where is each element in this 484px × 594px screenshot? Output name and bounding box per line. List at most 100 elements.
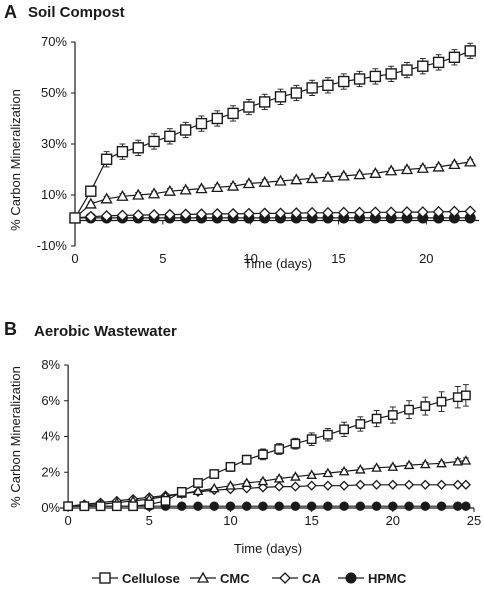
panel-b-title: Aerobic Wastewater [34,323,177,340]
data-point-cellulose [339,424,350,435]
data-point-cellulose [144,499,155,510]
data-point-cmc [241,477,253,487]
data-point-ca [258,207,271,220]
panel-a: A Soil Compost % Carbon Mineralization T… [4,2,479,271]
y-tick-label: 10% [41,187,67,202]
data-point-ca [385,206,398,219]
data-point-cmc [387,461,399,471]
data-point-cellulose [243,101,255,113]
data-point-cmc [242,177,256,189]
data-point-cmc [147,187,161,199]
data-point-ca [337,206,350,219]
panel-b-series [62,384,472,512]
data-point-cmc [290,173,303,185]
data-point-hpmc [453,501,463,511]
data-point-cmc [321,170,335,182]
legend: Cellulose CMC CA HPMC [92,571,407,586]
x-tick-label: 15 [304,513,318,528]
data-point-hpmc [388,501,398,511]
data-point-cellulose [417,60,429,72]
data-point-hpmc [404,501,414,511]
data-point-cellulose [401,64,413,76]
panel-a-xlabel: Time (days) [244,256,312,271]
data-point-cellulose [387,410,398,420]
panel-a-title: Soil Compost [28,4,125,21]
data-point-cmc [385,164,398,176]
legend-marker-cellulose [99,572,111,584]
data-point-cellulose [209,469,220,479]
y-tick-label: 70% [41,34,67,49]
data-point-ca [353,206,366,219]
y-tick-label: 50% [41,85,67,100]
data-point-ca [322,206,334,219]
data-point-cellulose [211,112,223,125]
data-point-ca [369,206,382,219]
panel-b-letter: B [4,319,17,339]
data-point-cmc [448,158,461,170]
data-point-cellulose [306,82,318,94]
legend-item-cellulose: Cellulose [92,571,180,586]
data-point-cmc [355,464,366,474]
x-tick-label: 10 [223,513,237,528]
data-point-ca [211,207,224,220]
x-tick-label: 20 [386,513,400,528]
data-point-cmc [132,188,145,200]
data-point-ca [416,206,429,219]
data-point-hpmc [371,501,382,511]
data-point-cmc [84,197,97,209]
data-point-hpmc [323,501,333,511]
data-point-ca [179,208,192,221]
data-point-cellulose [241,454,252,465]
data-point-cmc [338,465,350,476]
y-tick-label: 6% [41,393,60,408]
data-point-cellulose [322,79,334,92]
data-point-cellulose [452,392,463,403]
y-tick-label: 8% [41,357,60,372]
data-point-ca [116,209,129,222]
x-tick-label: 0 [71,251,78,266]
data-point-ca [148,208,160,221]
data-point-cmc [258,175,271,187]
data-point-cellulose [132,142,144,154]
data-point-cmc [179,183,192,195]
data-point-cmc [322,467,334,478]
data-point-cmc [211,181,224,193]
data-point-cellulose [128,501,138,512]
data-point-cellulose [436,396,447,407]
legend-item-ca: CA [272,571,321,586]
panel-b-ticks: 0% 2% 4% 6% 8% 0 5 10 15 20 25 [41,357,481,528]
panel-b-ylabel: % Carbon Mineralization [8,366,23,508]
data-point-cmc [432,160,445,172]
y-tick-label: -10% [37,238,68,253]
panel-b-xlabel: Time (days) [234,541,302,556]
data-point-ca [464,205,477,218]
data-point-ca [420,479,431,490]
data-point-ca [257,482,269,493]
data-point-cellulose [353,73,366,85]
data-point-ca [306,206,319,219]
panel-a-ticks: -10% 10% 30% 50% 70% 0 5 10 15 20 [37,34,434,266]
data-point-ca [163,208,176,221]
data-point-cmc [257,475,269,486]
data-point-cmc [306,172,319,184]
data-point-ca [195,208,208,221]
data-point-cmc [436,457,447,468]
data-point-cmc [419,458,431,469]
data-point-ca [290,481,301,492]
data-point-cmc [195,182,208,194]
data-point-ca [338,480,350,491]
legend-label: CA [302,571,321,586]
data-point-hpmc [258,501,268,511]
data-point-hpmc [461,501,471,511]
data-point-ca [84,210,97,223]
data-point-hpmc [339,501,349,511]
data-point-cellulose [100,153,113,166]
data-point-cmc [400,163,414,175]
data-point-hpmc [306,501,317,511]
data-point-cellulose [448,51,461,63]
data-point-ca [322,480,334,491]
data-point-cellulose [148,135,160,148]
legend-item-hpmc: HPMC [338,571,407,586]
data-point-cellulose [63,501,74,512]
